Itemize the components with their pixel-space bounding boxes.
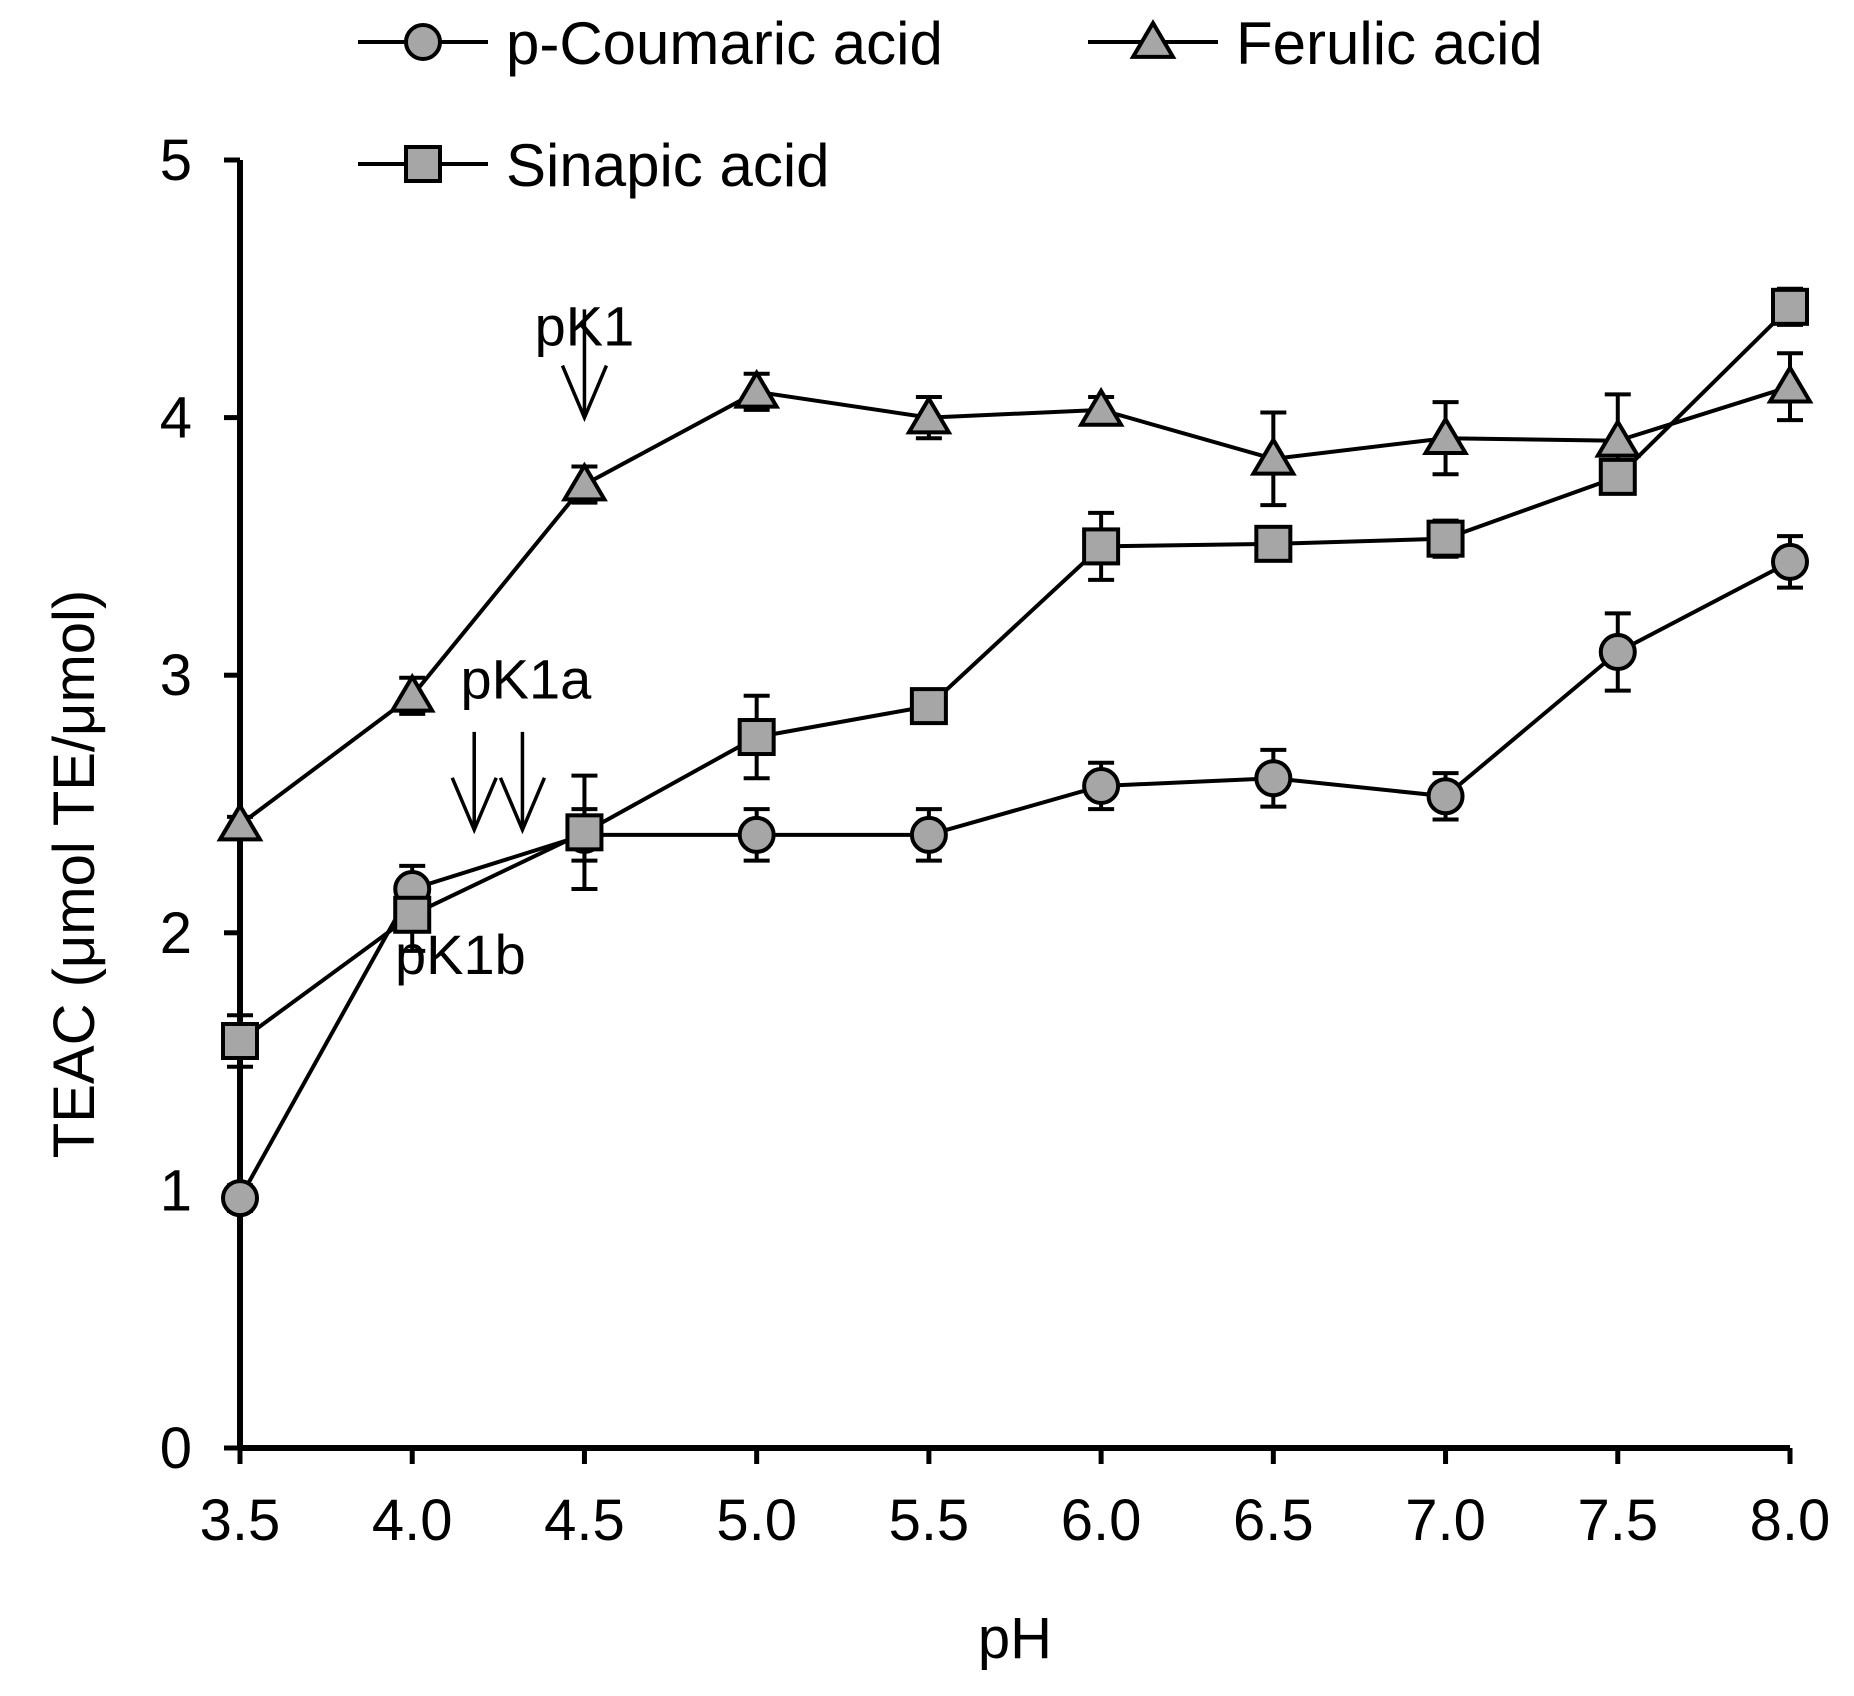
legend-label-square: Sinapic acid — [506, 132, 830, 199]
data-point-square — [393, 895, 432, 934]
legend-label-triangle: Ferulic acid — [1236, 10, 1543, 77]
data-point-circle — [1598, 633, 1637, 672]
x-tick-label: 6.5 — [1233, 1488, 1314, 1553]
data-point-triangle — [733, 368, 781, 409]
data-point-circle — [221, 1179, 259, 1218]
y-tick-label: 3 — [160, 643, 192, 708]
data-point-triangle — [1077, 386, 1125, 427]
legend: p-Coumaric acid Ferulic acid Sinapic acid — [358, 10, 1543, 199]
data-point-triangle — [1422, 415, 1470, 456]
data-point-circle — [737, 815, 776, 854]
annotation-arrow-pk1-head — [560, 364, 609, 423]
y-tick-label: 2 — [160, 901, 192, 966]
x-tick-label: 4.5 — [544, 1488, 625, 1553]
data-point-circle — [1426, 777, 1465, 816]
data-point-square — [221, 1021, 259, 1060]
x-tick-label: 3.5 — [200, 1488, 281, 1553]
legend-label-circle: p-Coumaric acid — [506, 10, 943, 77]
data-point-triangle — [560, 461, 608, 502]
annotation-arrow-pk1a-head — [498, 777, 547, 835]
error-bars — [227, 286, 1803, 1214]
series-line-circle — [238, 560, 1791, 1200]
data-point-triangle — [1249, 435, 1297, 476]
series-line-square — [238, 305, 1792, 1043]
data-point-triangle — [905, 394, 953, 435]
data-point-triangle — [388, 672, 436, 713]
annotation-arrow-pk1b-head — [450, 777, 498, 835]
data-point-triangle — [216, 801, 264, 842]
markers — [216, 287, 1814, 1218]
x-tick-label: 8.0 — [1750, 1488, 1831, 1553]
data-point-triangle — [1594, 417, 1642, 458]
x-tick-label: 7.0 — [1405, 1488, 1486, 1553]
x-tick-label: 4.0 — [372, 1488, 453, 1553]
data-point-circle — [1082, 766, 1121, 805]
series-lines — [238, 305, 1792, 1200]
data-point-square — [737, 718, 776, 757]
data-point-square — [909, 687, 948, 726]
annotation-label-pk1a: pK1a — [460, 647, 592, 710]
y-tick-label: 1 — [160, 1158, 192, 1223]
data-point-square — [1598, 457, 1637, 496]
data-point-square — [565, 813, 604, 852]
data-point-triangle — [1766, 363, 1814, 404]
data-point-square — [1426, 519, 1465, 558]
legend-marker-triangle — [1129, 19, 1177, 59]
x-axis-label: pH — [978, 1606, 1052, 1671]
y-tick-label: 0 — [160, 1416, 192, 1481]
data-point-circle — [1254, 759, 1293, 798]
y-tick-label: 5 — [160, 128, 192, 193]
x-tick-label: 5.0 — [716, 1488, 797, 1553]
data-point-square — [1254, 524, 1293, 563]
legend-marker-square — [404, 145, 442, 183]
legend-marker-circle — [404, 23, 442, 61]
series-line-triangle — [238, 384, 1791, 827]
y-tick-label: 4 — [160, 386, 192, 451]
data-point-circle — [1771, 542, 1809, 581]
data-point-square — [1771, 287, 1809, 326]
y-axis-label: TEAC (μmol TE/μmol) — [42, 590, 107, 1158]
axes: 3.5 4.0 4.5 5.0 5.5 6.0 6.5 7.0 7.5 8.0 0 1 2 3 4 5 pH TE… — [42, 128, 1830, 1671]
data-point-square — [1082, 527, 1121, 566]
x-tick-label: 5.5 — [889, 1488, 970, 1553]
annotation-label-pk1b: pK1b — [395, 923, 526, 986]
data-point-circle — [909, 815, 948, 854]
x-tick-label: 7.5 — [1577, 1488, 1658, 1553]
x-tick-label: 6.0 — [1061, 1488, 1142, 1553]
